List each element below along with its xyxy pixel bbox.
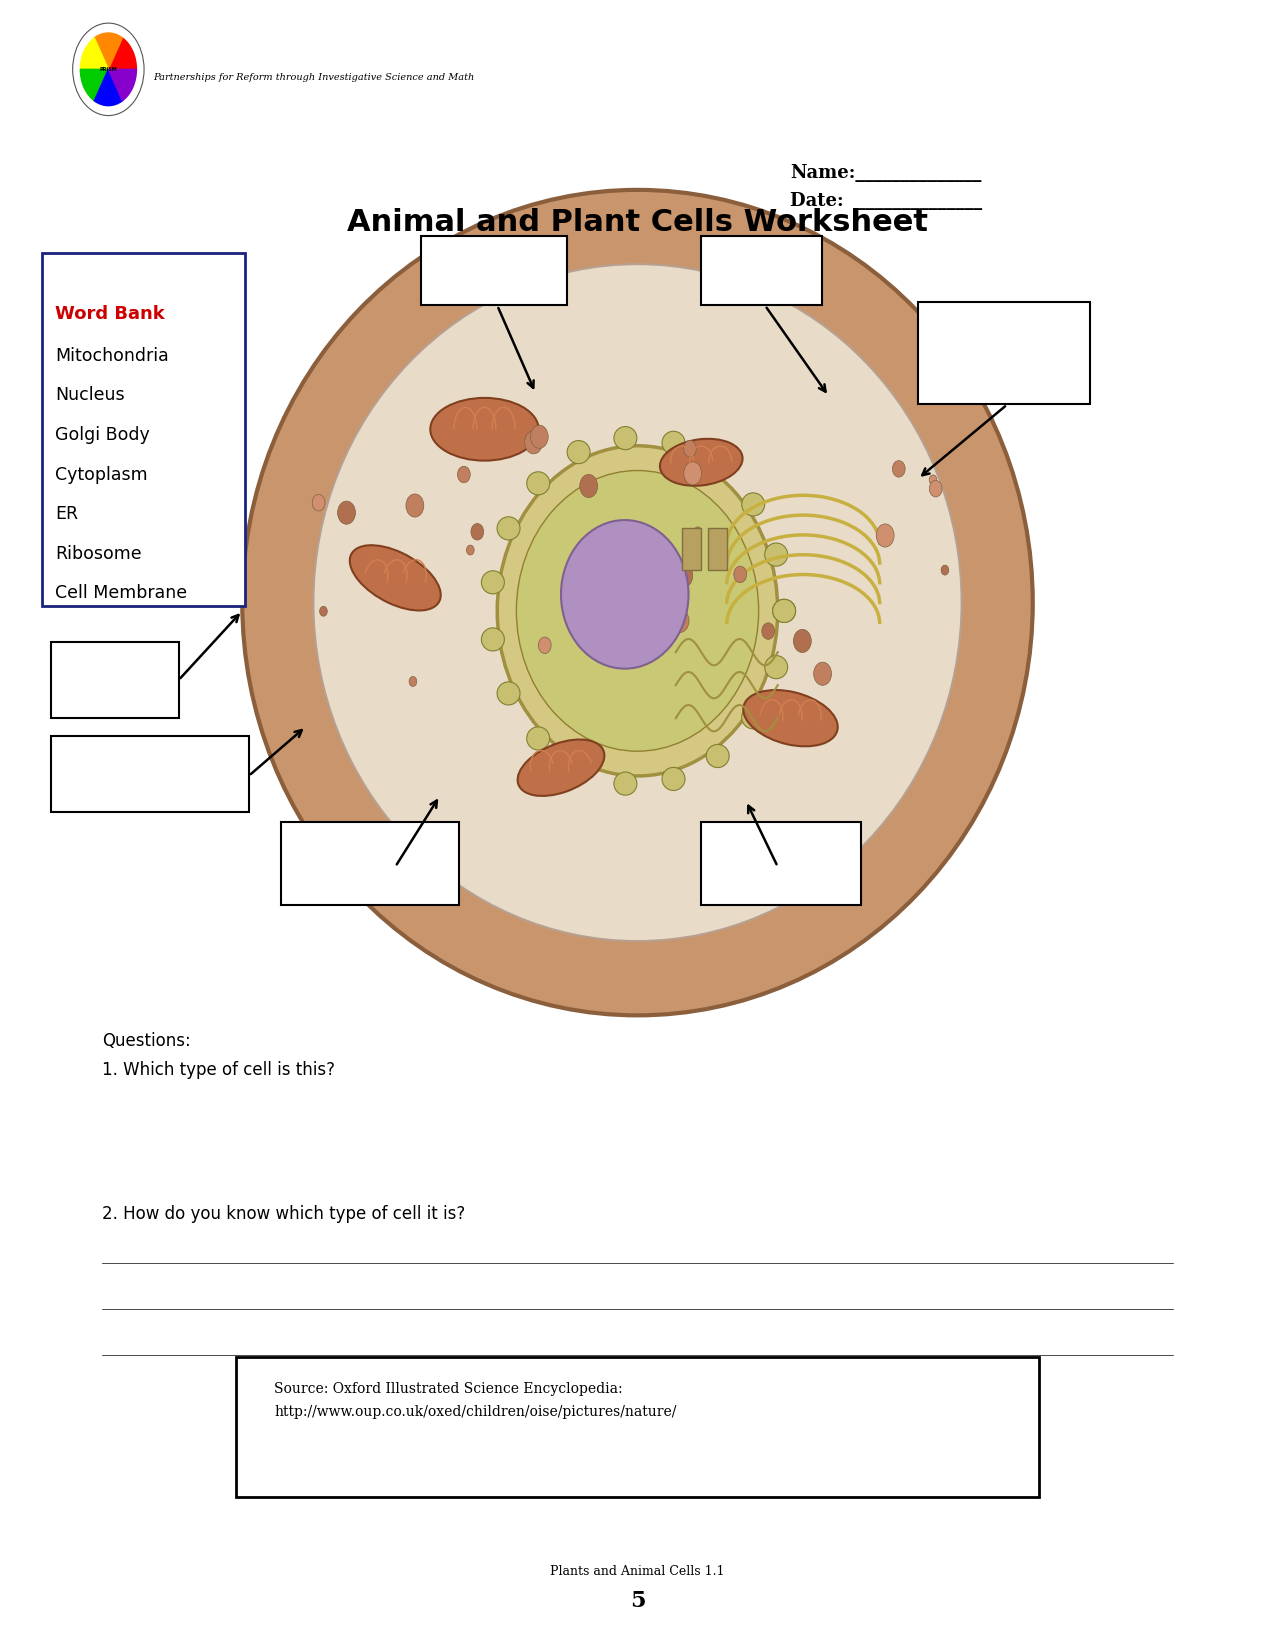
Circle shape <box>458 466 470 482</box>
Circle shape <box>929 480 942 497</box>
Bar <box>701 236 822 305</box>
Circle shape <box>941 565 949 575</box>
Text: Ribosome: Ribosome <box>55 545 142 563</box>
Text: PRISM: PRISM <box>99 66 117 73</box>
Text: Nucleus: Nucleus <box>55 386 125 404</box>
Ellipse shape <box>773 599 796 622</box>
Circle shape <box>538 637 551 654</box>
Ellipse shape <box>743 690 838 746</box>
Circle shape <box>320 606 328 616</box>
Wedge shape <box>80 69 108 101</box>
Circle shape <box>683 462 701 485</box>
Circle shape <box>671 609 688 632</box>
Ellipse shape <box>706 745 729 768</box>
Text: Cell Membrane: Cell Membrane <box>55 584 187 603</box>
Ellipse shape <box>349 545 441 611</box>
Circle shape <box>409 677 417 687</box>
Text: Source: Oxford Illustrated Science Encyclopedia:
http://www.oup.co.uk/oxed/child: Source: Oxford Illustrated Science Encyc… <box>274 1382 677 1418</box>
Text: ER: ER <box>55 505 78 523</box>
Ellipse shape <box>527 472 550 495</box>
Circle shape <box>876 523 894 546</box>
Ellipse shape <box>765 655 788 679</box>
Text: Cytoplasm: Cytoplasm <box>55 466 148 484</box>
Wedge shape <box>94 33 122 69</box>
Text: Questions:
1. Which type of cell is this?: Questions: 1. Which type of cell is this… <box>102 1032 335 1080</box>
Ellipse shape <box>314 264 961 941</box>
Ellipse shape <box>742 494 765 517</box>
Text: Golgi Body: Golgi Body <box>55 426 149 444</box>
Circle shape <box>580 474 598 497</box>
Ellipse shape <box>615 773 638 796</box>
Ellipse shape <box>497 682 520 705</box>
FancyBboxPatch shape <box>42 253 245 606</box>
Bar <box>51 642 178 718</box>
Circle shape <box>405 494 423 517</box>
Text: Animal and Plant Cells Worksheet: Animal and Plant Cells Worksheet <box>347 208 928 238</box>
Circle shape <box>674 565 692 588</box>
Circle shape <box>470 523 483 540</box>
FancyBboxPatch shape <box>236 1357 1039 1497</box>
Ellipse shape <box>567 758 590 781</box>
Ellipse shape <box>567 441 590 464</box>
Circle shape <box>581 594 599 617</box>
Text: Partnerships for Reform through Investigative Science and Math: Partnerships for Reform through Investig… <box>153 73 474 83</box>
Text: Mitochondria: Mitochondria <box>55 347 168 365</box>
Wedge shape <box>108 38 136 69</box>
Bar <box>918 302 1090 404</box>
Ellipse shape <box>742 705 765 728</box>
Ellipse shape <box>518 740 604 796</box>
Text: Date:  ______________: Date: ______________ <box>790 193 983 210</box>
Circle shape <box>338 502 356 525</box>
Bar <box>280 822 459 905</box>
Circle shape <box>530 426 548 449</box>
Ellipse shape <box>430 398 538 461</box>
Bar <box>708 528 727 570</box>
Ellipse shape <box>706 454 729 477</box>
Ellipse shape <box>773 599 796 622</box>
Ellipse shape <box>497 517 520 540</box>
Circle shape <box>694 527 701 537</box>
Text: 2. How do you know which type of cell it is?: 2. How do you know which type of cell it… <box>102 1205 465 1223</box>
Ellipse shape <box>765 543 788 566</box>
Circle shape <box>813 662 831 685</box>
Circle shape <box>793 629 811 652</box>
Bar <box>682 528 701 570</box>
Circle shape <box>525 431 543 454</box>
Circle shape <box>626 542 639 558</box>
Wedge shape <box>108 69 136 101</box>
Ellipse shape <box>615 426 638 449</box>
Circle shape <box>892 461 905 477</box>
Circle shape <box>312 494 325 510</box>
Ellipse shape <box>482 571 505 594</box>
Text: 5: 5 <box>630 1590 645 1613</box>
Circle shape <box>467 545 474 555</box>
Wedge shape <box>94 69 122 106</box>
Bar <box>51 736 249 812</box>
Ellipse shape <box>497 446 778 776</box>
Wedge shape <box>80 38 108 69</box>
Ellipse shape <box>482 627 505 650</box>
Circle shape <box>683 441 696 457</box>
Ellipse shape <box>527 726 550 750</box>
Text: Word Bank: Word Bank <box>55 305 164 324</box>
Ellipse shape <box>662 768 685 791</box>
Circle shape <box>762 622 775 639</box>
Text: Name:______________: Name:______________ <box>790 165 982 182</box>
Bar <box>421 236 567 305</box>
Circle shape <box>929 475 937 485</box>
Ellipse shape <box>561 520 688 669</box>
Ellipse shape <box>516 471 759 751</box>
Ellipse shape <box>662 431 685 454</box>
Circle shape <box>734 566 747 583</box>
Text: Plants and Animal Cells 1.1: Plants and Animal Cells 1.1 <box>551 1565 724 1578</box>
Ellipse shape <box>242 190 1033 1015</box>
Bar <box>701 822 861 905</box>
Ellipse shape <box>660 439 742 485</box>
